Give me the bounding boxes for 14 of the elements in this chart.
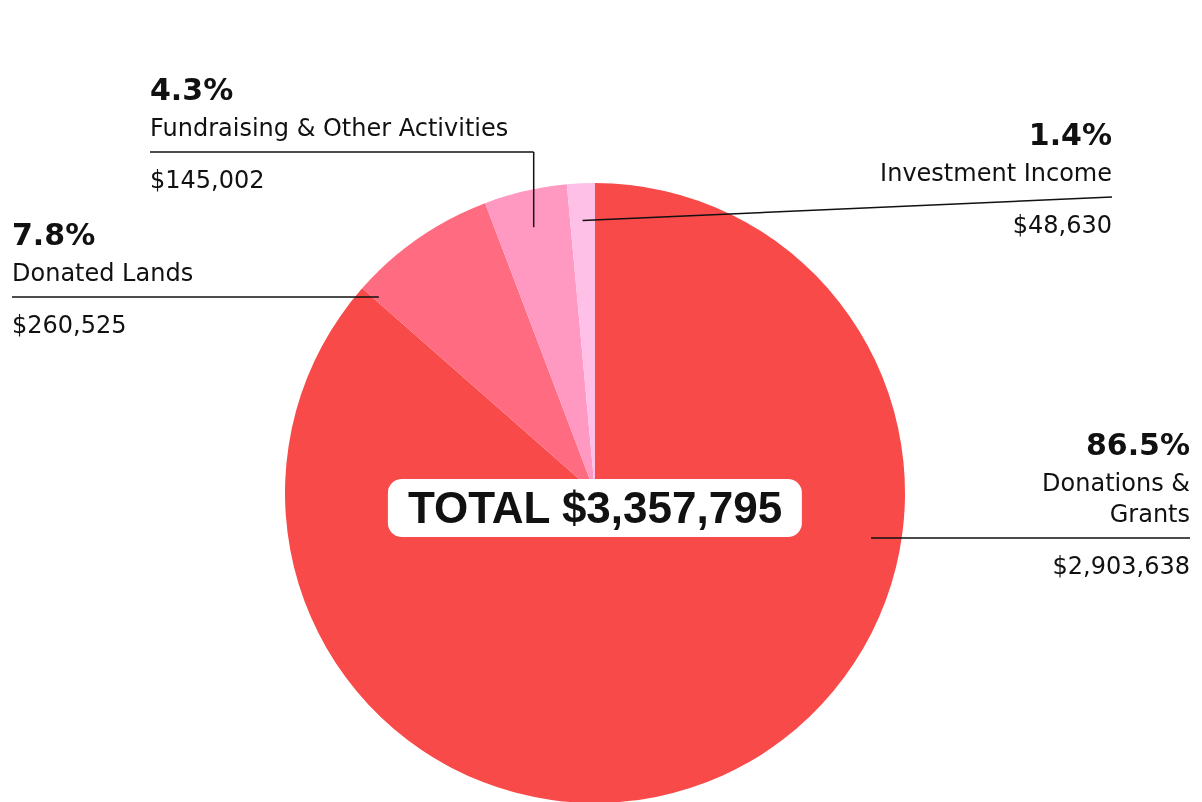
slice-label: Donated Lands bbox=[12, 259, 194, 287]
text: 7.8% bbox=[12, 217, 96, 252]
pie-slice bbox=[285, 183, 905, 802]
data-label: $48,630 bbox=[1012, 211, 1112, 239]
text: 86.5% bbox=[1085, 427, 1190, 462]
text: 1.4% bbox=[1028, 117, 1112, 152]
data-label: $2,903,638 bbox=[1052, 552, 1190, 580]
slice-label: Fundraising & Other Activities bbox=[150, 114, 509, 142]
text: 4.3% bbox=[150, 72, 234, 107]
slice-label: Donations & Grants bbox=[1042, 469, 1190, 528]
data-label: $145,002 bbox=[150, 166, 265, 194]
slice-label: Investment Income bbox=[880, 159, 1112, 187]
label-box: TOTAL $3,357,795 bbox=[387, 479, 803, 537]
data-label: $260,525 bbox=[12, 311, 127, 339]
